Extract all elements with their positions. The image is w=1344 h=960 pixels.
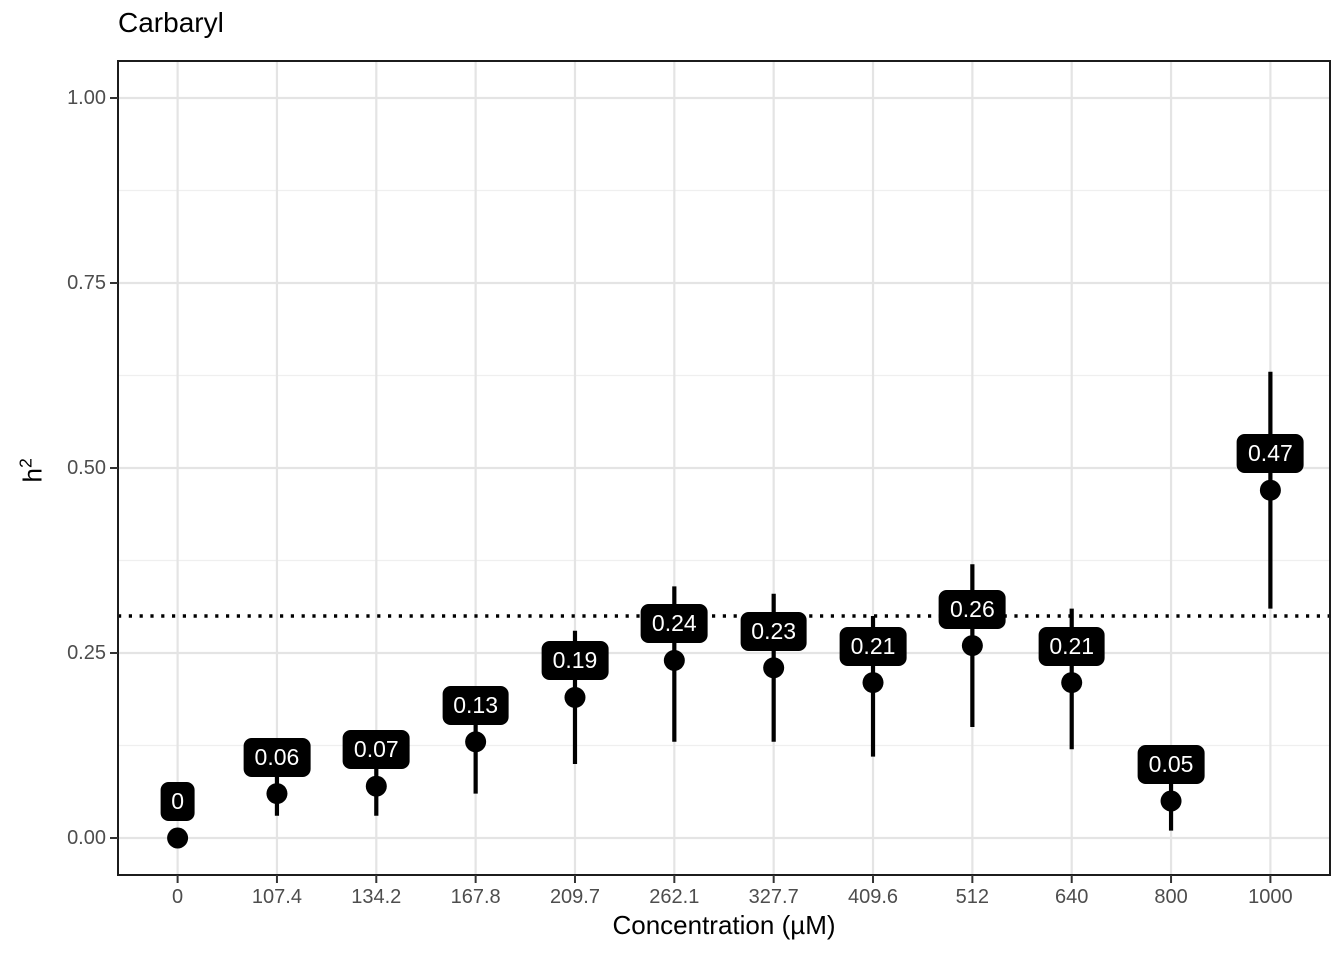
point-value-label: 0 — [160, 782, 195, 821]
point-value-label: 0.24 — [640, 604, 708, 644]
y-tick-label: 0.25 — [67, 642, 106, 664]
point-value-label: 0.05 — [1137, 745, 1205, 784]
y-tick-label: 1.00 — [67, 87, 106, 109]
point-value-label: 0.07 — [342, 730, 410, 770]
point-value-label: 0.21 — [839, 626, 907, 666]
data-point — [266, 783, 288, 805]
point-value-label: 0.23 — [740, 611, 808, 651]
x-tick-label: 327.7 — [748, 886, 799, 908]
data-point — [365, 775, 387, 797]
x-tick-label: 640 — [1055, 886, 1089, 908]
data-point — [961, 635, 983, 657]
data-point — [763, 657, 785, 679]
x-tick-label: 209.7 — [549, 886, 600, 908]
point-value-label: 0.21 — [1038, 626, 1106, 666]
x-tick-label: 262.1 — [649, 886, 700, 908]
data-point — [862, 672, 884, 694]
y-tick-label: 0.75 — [67, 272, 106, 294]
x-tick-label: 0 — [172, 886, 184, 908]
x-tick-label: 800 — [1154, 886, 1188, 908]
data-point — [564, 686, 586, 708]
x-tick-label: 409.6 — [847, 886, 899, 908]
x-tick-label: 1000 — [1248, 886, 1293, 908]
data-point — [167, 827, 189, 849]
data-point — [1160, 790, 1182, 812]
x-tick-label: 107.4 — [251, 886, 302, 908]
x-tick-label: 512 — [955, 886, 990, 908]
point-value-label: 0.06 — [243, 737, 311, 777]
data-point — [663, 649, 685, 671]
y-tick-label: 0.50 — [67, 457, 106, 479]
point-value-label: 0.13 — [442, 685, 510, 725]
data-point — [1259, 479, 1281, 501]
point-value-label: 0.26 — [938, 589, 1006, 629]
x-tick-label: 134.2 — [351, 886, 402, 908]
point-value-label: 0.19 — [541, 641, 609, 681]
point-value-label: 0.47 — [1237, 434, 1304, 474]
x-tick-label: 167.8 — [450, 886, 501, 908]
chart-title: Carbaryl — [118, 7, 224, 38]
data-point — [1061, 672, 1083, 694]
x-axis-title: Concentration (µM) — [612, 910, 836, 940]
y-tick-label: 0.00 — [67, 827, 106, 849]
data-point — [465, 731, 487, 753]
